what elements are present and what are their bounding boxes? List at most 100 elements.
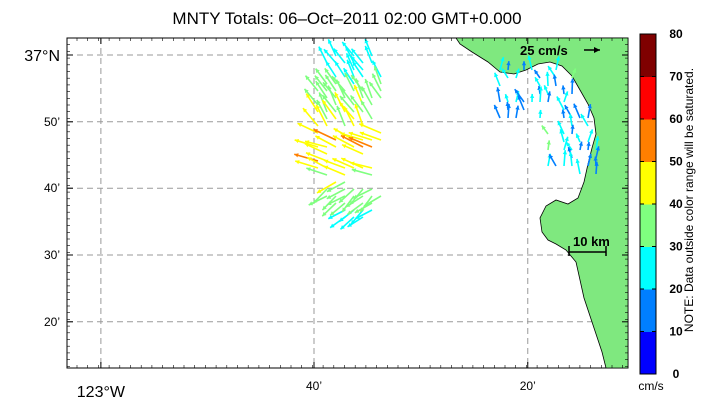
current-vector [294,139,319,148]
current-vector [324,67,337,85]
current-vector [562,150,568,167]
colorbar-segment [640,331,656,375]
current-vector [555,56,561,71]
graticule [67,38,628,368]
current-vector [561,85,566,95]
current-vector [321,99,337,120]
current-vector [304,75,319,92]
current-vector [343,106,355,127]
current-vector [501,68,509,79]
current-vector [533,69,541,79]
current-vector [347,216,364,228]
current-vector [315,135,337,148]
scale-bar-label: 10 km [573,234,610,249]
colorbar-tick-label: 30 [669,240,683,254]
saturation-note: NOTE: Data outside color range will be s… [682,68,696,332]
current-vector [297,122,319,134]
current-vector [538,109,543,119]
current-vector [349,94,364,113]
current-vector [545,71,550,87]
current-vector [318,46,328,64]
reference-arrow: 25 cm/s [520,43,600,58]
current-vector [568,113,573,127]
current-vector [332,134,355,148]
current-vector [587,153,593,167]
current-vector [578,141,584,151]
current-vector [321,94,337,113]
colorbar-tick-label: 0 [673,367,680,381]
current-vector [326,195,346,206]
current-vector [316,99,328,120]
current-vector [538,86,543,103]
current-vector [348,131,373,141]
current-vector [341,143,364,155]
colorbar-segment [640,161,656,205]
current-vector [315,104,328,127]
current-vector [306,156,328,169]
current-vector [350,55,364,71]
y-axis: 37°N 50’ 40’ 30’ 20’ [24,44,628,367]
current-vector [515,68,520,79]
current-vector [557,120,565,135]
current-vector [314,75,328,92]
current-vector [344,72,355,92]
current-vector [333,48,346,64]
current-vector [321,202,337,217]
colorbar-segment [640,76,656,120]
current-vector [529,93,535,103]
current-vector [568,151,573,167]
current-vector [316,181,337,194]
colorbar-tick-label: 50 [669,155,683,169]
current-vector [527,55,533,71]
current-vector [354,202,373,214]
current-vector [308,195,328,206]
colorbar: 0 10 20 30 40 50 60 70 80 cm/s NOTE: Data outsid… [638,27,696,393]
current-vector [345,52,355,71]
current-vector [341,88,355,106]
current-vector [534,76,541,87]
colorbar-segment [640,204,656,247]
current-vector [339,216,355,230]
current-vector [565,141,573,151]
current-vector [371,73,382,92]
current-vector [570,78,575,95]
colorbar-segment [640,34,656,77]
current-vector [363,195,382,207]
current-vector [504,93,509,103]
current-vector [354,103,364,127]
current-vector [334,61,346,78]
current-vector [541,125,549,135]
y-tick-label: 50’ [44,115,60,129]
current-vector [521,61,527,71]
current-vector [580,113,589,127]
current-vector [587,103,592,119]
current-vector [355,78,364,99]
current-vector [345,195,364,208]
current-vector [573,103,581,119]
current-vector [570,124,575,135]
current-vector [327,85,337,106]
current-vector [575,133,581,143]
current-vector [306,167,328,176]
current-vector [556,96,565,111]
current-vector [496,87,501,103]
colorbar-unit: cm/s [638,379,663,393]
x-tick-label: 40’ [306,379,322,393]
current-vector [499,56,505,71]
current-vector [506,103,511,119]
current-vector [305,93,319,113]
current-vector [595,146,600,159]
current-vector [315,80,328,99]
current-vector [358,123,382,134]
current-vector [547,91,552,103]
current-vector [336,105,346,127]
current-vector [559,129,565,143]
current-vector [342,67,355,85]
land-mass [455,38,628,368]
current-vector [352,61,364,78]
y-tick-label: 40’ [44,181,60,195]
current-vector [575,158,581,175]
colorbar-tick-label: 10 [669,325,683,339]
colorbar-tick-label: 80 [669,27,683,41]
colorbar-tick-label: 40 [669,197,683,211]
